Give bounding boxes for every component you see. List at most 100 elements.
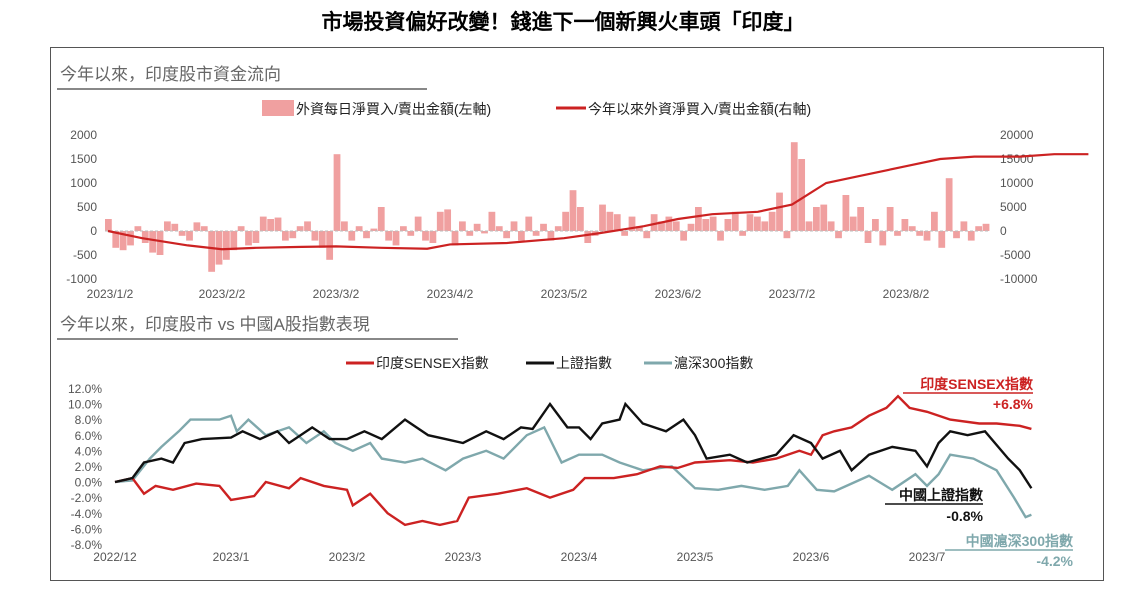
daily-flow-bar: [532, 231, 540, 236]
y-tick-label: 10.0%: [68, 398, 102, 412]
daily-flow-bar: [156, 231, 164, 255]
daily-flow-bar: [311, 231, 319, 241]
y-tick-label: -2.0%: [71, 491, 103, 505]
daily-flow-bar: [606, 211, 614, 231]
y-right-tick-label: 10000: [1000, 176, 1034, 190]
daily-flow-bar: [916, 231, 924, 236]
daily-flow-bar: [879, 231, 887, 246]
series-line-2: [114, 414, 1032, 519]
main-title: 市場投資偏好改變！錢進下一個新興火車頭「印度」: [321, 11, 805, 34]
end-label-1: 中國上證指數: [899, 487, 983, 503]
daily-flow-bar: [908, 226, 916, 231]
daily-flow-bar: [355, 226, 363, 231]
daily-flow-bar: [164, 221, 171, 231]
x-tick-label: 2023/4: [561, 550, 598, 564]
y-left-tick-label: 500: [77, 200, 97, 214]
daily-flow-bar: [547, 231, 555, 241]
daily-flow-bar: [746, 214, 754, 231]
daily-flow-bar: [621, 231, 629, 236]
x-tick-label: 2023/7/2: [769, 287, 816, 301]
daily-flow-bar: [208, 231, 216, 272]
daily-flow-bar: [562, 211, 570, 231]
daily-flow-bar: [835, 231, 842, 239]
daily-flow-bar: [731, 211, 739, 231]
daily-flow-bar: [459, 221, 466, 231]
daily-flow-bar: [267, 219, 275, 231]
x-tick-label: 2023/5: [677, 550, 714, 564]
daily-flow-bar: [414, 216, 422, 231]
daily-flow-bar: [451, 231, 459, 246]
daily-flow-bar: [768, 211, 776, 231]
daily-flow-bar: [923, 231, 931, 241]
daily-flow-bar: [945, 178, 953, 231]
daily-flow-bar: [857, 207, 865, 231]
daily-flow-bar: [931, 211, 938, 231]
legend-label-0: 印度SENSEX指數: [376, 355, 489, 371]
end-label-0: 印度SENSEX指數: [920, 376, 1033, 392]
daily-flow-bar: [650, 214, 658, 231]
y-tick-label: 12.0%: [68, 382, 102, 396]
daily-flow-bar: [901, 219, 909, 231]
daily-flow-bar: [827, 221, 835, 231]
daily-flow-bar: [385, 231, 393, 241]
daily-flow-bar: [628, 216, 636, 231]
daily-flow-bar: [540, 223, 547, 231]
daily-flow-bar: [149, 231, 157, 253]
daily-flow-bar: [790, 142, 798, 231]
daily-flow-bar: [739, 231, 747, 236]
y-right-tick-label: 15000: [1000, 152, 1034, 166]
daily-flow-bar: [178, 231, 186, 236]
daily-flow-bar: [975, 226, 983, 231]
cumulative-line: [107, 153, 1089, 251]
daily-flow-bar: [849, 216, 857, 231]
x-tick-label: 2023/3: [445, 550, 482, 564]
daily-flow-bar: [481, 231, 488, 234]
daily-flow-bar: [134, 226, 142, 231]
daily-flow-bar: [370, 228, 378, 231]
daily-flow-bar: [341, 221, 348, 231]
daily-flow-bar: [223, 231, 230, 260]
daily-flow-bar: [636, 226, 643, 231]
daily-flow-bar: [444, 209, 452, 231]
daily-flow-bar: [695, 207, 702, 231]
legend-label-1: 上證指數: [556, 355, 612, 371]
x-tick-label: 2023/2/2: [199, 287, 246, 301]
daily-flow-bar: [237, 226, 245, 231]
daily-flow-bar: [525, 216, 533, 231]
daily-flow-bar: [805, 221, 813, 231]
daily-flow-bar: [127, 231, 134, 246]
y-left-tick-label: 1000: [70, 176, 97, 190]
daily-flow-bar: [665, 216, 673, 231]
daily-flow-bar: [282, 231, 289, 241]
daily-flow-bar: [680, 231, 688, 241]
y-tick-label: 2.0%: [75, 460, 103, 474]
y-left-tick-label: 2000: [70, 128, 97, 142]
daily-flow-bar: [304, 221, 311, 231]
daily-flow-bar: [422, 231, 429, 241]
daily-flow-bar: [776, 192, 783, 231]
legend-bar-swatch: [262, 100, 294, 116]
daily-flow-bar: [864, 231, 872, 243]
y-left-tick-label: -1000: [66, 272, 97, 286]
y-tick-label: 8.0%: [75, 413, 103, 427]
series-line-0: [114, 394, 1032, 527]
daily-flow-bar: [105, 219, 112, 231]
y-left-tick-label: 1500: [70, 152, 97, 166]
chart1-title: 今年以來，印度股市資金流向: [60, 65, 281, 84]
end-value-0: +6.8%: [993, 396, 1034, 412]
daily-flow-bar: [554, 226, 562, 231]
daily-flow-bar: [495, 226, 503, 231]
daily-flow-bar: [274, 217, 282, 231]
daily-flow-bar: [584, 231, 592, 243]
daily-flow-bar: [702, 219, 710, 231]
daily-flow-bar: [488, 211, 496, 231]
y-left-tick-label: 0: [90, 224, 97, 238]
daily-flow-bar: [289, 231, 297, 239]
daily-flow-bar: [783, 231, 791, 239]
y-tick-label: -8.0%: [71, 538, 103, 552]
daily-flow-bar: [872, 219, 879, 231]
daily-flow-bar: [363, 231, 370, 239]
y-right-tick-label: -5000: [1000, 248, 1031, 262]
x-tick-label: 2023/4/2: [427, 287, 474, 301]
daily-flow-bar: [967, 231, 975, 241]
